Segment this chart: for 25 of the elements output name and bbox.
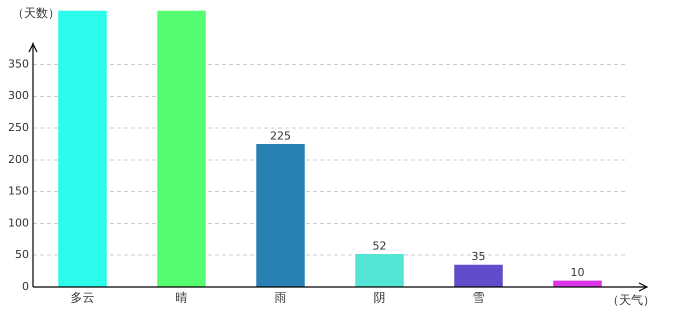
y-tick-label: 250 (8, 121, 29, 134)
x-tick-label: 雪 (472, 290, 484, 304)
data-label: 10 (570, 266, 584, 280)
bar (454, 264, 503, 286)
y-tick-label: 50 (15, 248, 29, 262)
bar (256, 144, 305, 286)
data-label: 35 (472, 250, 486, 264)
data-label: 225 (270, 129, 291, 142)
bar (157, 10, 206, 286)
bar (58, 10, 107, 286)
bar (553, 280, 602, 286)
x-tick-label: 多云 (70, 290, 94, 304)
bar (355, 254, 404, 286)
x-tick-label: 晴 (176, 290, 188, 304)
y-tick-label: 150 (8, 184, 29, 198)
data-label: 52 (372, 239, 386, 252)
y-tick-label: 350 (8, 57, 29, 70)
x-axis-title: （天气） (607, 293, 655, 308)
y-axis-title: （天数） (12, 6, 60, 20)
y-tick-label: 0 (22, 280, 29, 293)
y-tick-label: 200 (8, 152, 29, 166)
x-tick-label: 阴 (374, 290, 386, 304)
x-tick-label: 雨 (274, 290, 286, 304)
y-tick-label: 300 (8, 89, 29, 102)
y-tick-label: 100 (8, 216, 29, 230)
